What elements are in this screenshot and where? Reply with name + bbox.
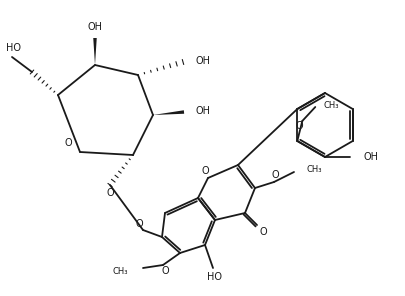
- Text: O: O: [161, 266, 168, 276]
- Text: HO: HO: [207, 272, 222, 282]
- Text: O: O: [64, 138, 72, 148]
- Polygon shape: [93, 38, 96, 65]
- Text: CH₃: CH₃: [112, 266, 128, 276]
- Text: O: O: [295, 121, 303, 131]
- Text: OH: OH: [196, 56, 211, 66]
- Text: CH₃: CH₃: [306, 165, 322, 175]
- Text: CH₃: CH₃: [322, 101, 338, 110]
- Polygon shape: [153, 110, 184, 115]
- Text: HO: HO: [6, 43, 21, 53]
- Text: OH: OH: [196, 106, 211, 116]
- Text: OH: OH: [87, 22, 102, 32]
- Text: O: O: [258, 227, 266, 237]
- Text: OH: OH: [363, 152, 378, 162]
- Text: O: O: [135, 219, 143, 229]
- Text: O: O: [106, 188, 113, 198]
- Text: O: O: [201, 166, 208, 176]
- Text: O: O: [271, 170, 278, 180]
